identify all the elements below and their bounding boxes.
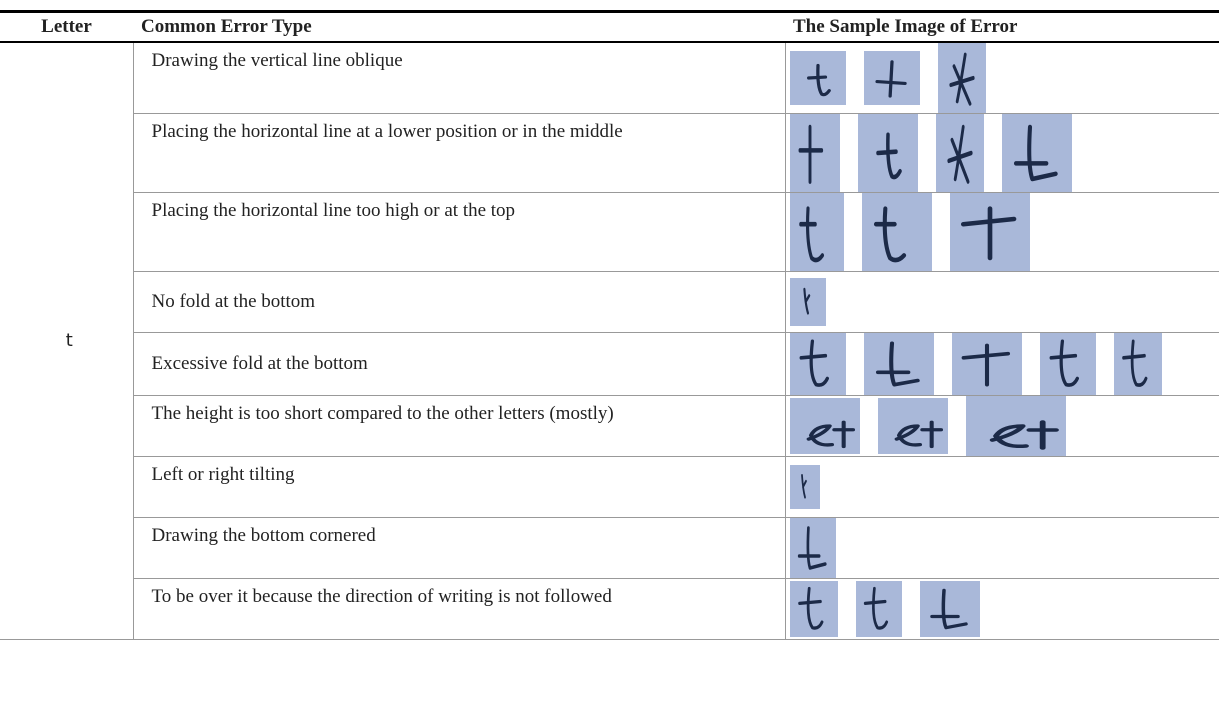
sample-image	[949, 193, 1030, 271]
sample-image	[789, 51, 846, 105]
handwriting	[797, 526, 827, 570]
sample-image	[855, 581, 902, 637]
sample-image	[789, 398, 860, 454]
sample-cell	[784, 395, 1219, 457]
error-type: Drawing the vertical line oblique	[132, 41, 786, 114]
header-cell: The Sample Image of Error	[785, 10, 1219, 43]
error-type: No fold at the bottom	[132, 271, 786, 333]
handwriting	[802, 287, 810, 315]
table-row: The height is too short compared to the …	[0, 395, 1219, 457]
handwriting	[875, 132, 902, 180]
handwriting	[1121, 339, 1147, 387]
handwriting	[800, 473, 807, 499]
sample-image	[789, 465, 820, 509]
sample-image	[1001, 114, 1072, 192]
sample-cell	[784, 192, 1219, 272]
image-background	[919, 581, 980, 637]
handwriting	[989, 420, 1059, 450]
header-cell: Letter	[0, 10, 133, 43]
sample-image	[789, 518, 836, 578]
handwriting	[1013, 124, 1058, 182]
sample-image	[789, 333, 846, 395]
table-row: Placing the horizontal line at a lower p…	[0, 113, 1219, 193]
handwriting	[960, 206, 1016, 261]
sample-cell	[784, 271, 1219, 333]
sample-image	[789, 581, 838, 637]
error-type: Placing the horizontal line too high or …	[132, 192, 786, 272]
error-type: To be over it because the direction of w…	[132, 578, 786, 640]
handwriting	[798, 124, 823, 184]
header-cell: Common Error Type	[133, 10, 785, 43]
table-row: t Drawing the vertical line oblique	[0, 41, 1219, 640]
sample-image	[937, 43, 986, 113]
sample-image	[935, 114, 984, 192]
handwriting	[948, 52, 975, 106]
image-background	[789, 465, 820, 509]
handwriting	[894, 420, 943, 449]
sample-image	[919, 581, 980, 637]
sample-cell	[784, 113, 1219, 193]
sample-cell	[784, 332, 1219, 396]
header-row: Letter Common Error Type The Sample Imag…	[0, 10, 1219, 43]
table-row: To be over it because the direction of w…	[0, 578, 1219, 640]
image-background	[863, 333, 934, 395]
handwriting	[873, 206, 906, 263]
error-type: Left or right tilting	[132, 456, 786, 518]
handwriting	[806, 420, 855, 449]
error-type: Placing the horizontal line at a lower p…	[132, 113, 786, 193]
error-type: Drawing the bottom cornered	[132, 517, 786, 579]
sample-image	[1113, 333, 1162, 395]
handwriting	[799, 339, 829, 387]
handwriting	[1049, 339, 1079, 387]
image-background	[1001, 114, 1072, 192]
handwriting	[875, 341, 920, 387]
sample-image	[789, 278, 826, 326]
sample-image	[863, 51, 920, 105]
table-row: Excessive fold at the bottom	[0, 332, 1219, 396]
table-row: Left or right tilting	[0, 456, 1219, 518]
handwriting	[961, 343, 1010, 387]
handwriting	[797, 586, 823, 630]
handwriting	[863, 586, 888, 630]
sample-image	[1039, 333, 1096, 395]
image-background	[789, 114, 840, 192]
handwriting	[929, 588, 968, 630]
sample-image	[789, 114, 840, 192]
sample-image	[951, 333, 1022, 395]
sample-cell	[784, 517, 1219, 579]
sample-image	[789, 193, 844, 271]
handwriting	[946, 124, 973, 184]
sample-cell	[784, 41, 1219, 114]
sample-image	[861, 193, 932, 271]
sample-image	[965, 396, 1066, 456]
image-background	[789, 278, 826, 326]
image-background	[789, 518, 836, 578]
error-type: The height is too short compared to the …	[132, 395, 786, 457]
error-type: Excessive fold at the bottom	[132, 332, 786, 396]
table-body: t Drawing the vertical line oblique Placin…	[0, 41, 1219, 640]
sample-cell	[784, 578, 1219, 640]
error-table: Letter Common Error Type The Sample Imag…	[0, 10, 1219, 640]
sample-image	[863, 333, 934, 395]
handwriting	[874, 60, 907, 98]
handwriting	[798, 206, 824, 263]
table-row: No fold at the bottom	[0, 271, 1219, 333]
sample-cell	[784, 456, 1219, 518]
sample-image	[857, 114, 918, 192]
handwriting	[806, 63, 831, 97]
table-row: Placing the horizontal line too high or …	[0, 192, 1219, 272]
sample-image	[877, 398, 948, 454]
letter-cell: t	[0, 41, 134, 640]
table-row: Drawing the bottom cornered	[0, 517, 1219, 579]
